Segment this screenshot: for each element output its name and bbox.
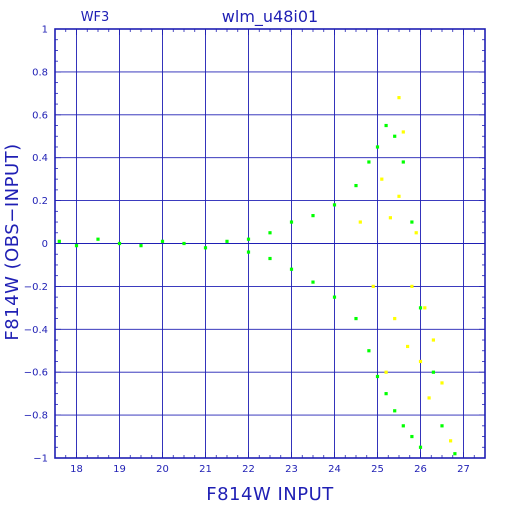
data-point: [332, 295, 337, 299]
data-point: [423, 306, 427, 310]
data-point: [410, 220, 414, 224]
data-point: [393, 409, 397, 413]
data-point: [418, 359, 423, 364]
y-tick-label: −0.4: [24, 325, 48, 336]
data-point: [384, 123, 388, 128]
data-point: [289, 267, 294, 271]
data-point: [440, 381, 444, 385]
data-point: [401, 130, 405, 134]
y-tick-label: 0.8: [32, 67, 48, 78]
data-point: [367, 160, 371, 164]
x-tick-label: 21: [199, 464, 212, 475]
data-point: [431, 338, 435, 342]
data-point: [410, 284, 414, 288]
x-tick-label: 19: [113, 464, 126, 475]
data-point: [311, 280, 315, 284]
data-point: [388, 216, 392, 220]
x-tick-label: 18: [70, 464, 83, 475]
x-tick-label: 20: [156, 464, 169, 475]
y-tick-label: 0.2: [32, 196, 48, 207]
y-tick-label: 0.6: [32, 110, 48, 121]
data-point: [375, 145, 380, 149]
x-tick-label: 24: [328, 464, 341, 475]
data-point: [160, 239, 165, 243]
data-point: [57, 239, 61, 243]
data-point: [354, 316, 358, 321]
x-tick-label: 23: [285, 464, 298, 475]
y-tick-label: 0.4: [32, 153, 48, 164]
x-tick-label: 26: [414, 464, 427, 475]
data-point: [371, 284, 375, 288]
data-point: [139, 244, 143, 248]
data-point: [431, 370, 435, 374]
data-point: [406, 344, 410, 349]
y-tick-label: 0: [42, 239, 48, 250]
x-tick-label: 27: [457, 464, 470, 475]
data-point: [384, 392, 388, 396]
points-layer: [57, 96, 457, 456]
data-point: [268, 231, 272, 235]
data-point: [268, 256, 272, 261]
data-point: [401, 160, 405, 164]
data-point: [397, 96, 401, 100]
data-point: [246, 237, 251, 241]
data-point: [380, 177, 384, 181]
data-point: [354, 183, 358, 188]
data-point: [410, 434, 414, 439]
data-point: [427, 396, 431, 400]
data-point: [367, 349, 371, 353]
data-point: [96, 237, 100, 241]
y-tick-label: −0.2: [24, 282, 48, 293]
panel-label: WF3: [81, 10, 110, 25]
x-tick-label: 25: [371, 464, 384, 475]
y-tick-label: −0.6: [24, 368, 48, 379]
data-point: [117, 241, 122, 246]
data-point: [289, 220, 294, 224]
data-point: [414, 231, 418, 235]
data-point: [74, 244, 79, 248]
data-point: [440, 424, 444, 428]
data-point: [375, 374, 380, 379]
x-tick-layer: 18 19 20 21 22 23 24 25 26 27: [54, 29, 486, 475]
data-point: [358, 220, 362, 224]
data-point: [225, 239, 229, 243]
data-point: [246, 250, 251, 254]
data-point: [418, 306, 423, 310]
y-tick-layer: −1 −0.8 −0.6 −0.4 −0.2 0 0.2 0.4 0.6 0.8 1: [24, 25, 485, 465]
data-point: [453, 452, 457, 456]
data-point: [384, 370, 388, 374]
chart-title: wlm_u48i01: [222, 7, 318, 27]
data-point: [393, 316, 397, 321]
data-point: [203, 246, 208, 250]
data-point: [401, 424, 405, 428]
data-point: [393, 134, 397, 138]
data-point: [397, 194, 401, 198]
data-point: [182, 241, 186, 246]
y-tick-label: −0.8: [24, 411, 48, 422]
y-axis-title: F814W (OBS−INPUT): [2, 143, 23, 340]
x-axis-title: F814W INPUT: [206, 484, 334, 505]
data-point: [332, 203, 337, 207]
data-point: [311, 214, 315, 218]
y-tick-label: 1: [42, 25, 48, 36]
y-tick-label: −1: [33, 454, 48, 465]
x-tick-label: 22: [242, 464, 255, 475]
data-point: [449, 439, 453, 443]
data-point: [418, 445, 423, 449]
